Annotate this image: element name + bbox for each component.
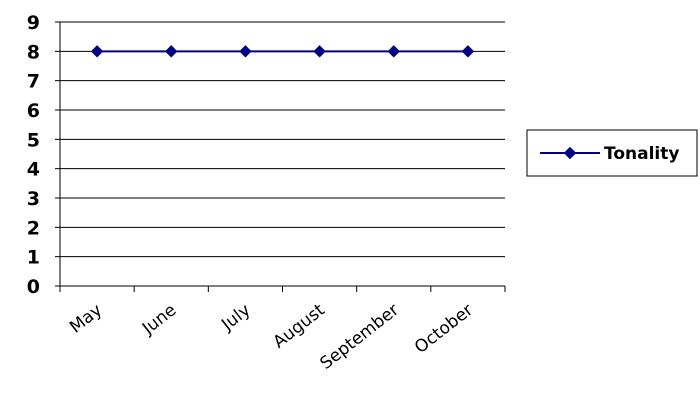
data-point <box>461 45 475 58</box>
x-tick-label: September <box>316 300 402 374</box>
gridlines <box>60 21 505 258</box>
y-tick-labels: 0 1 2 3 4 5 6 7 8 9 <box>27 12 40 298</box>
y-tick-label: 2 <box>27 217 40 239</box>
axes <box>55 21 506 292</box>
x-tick-label: July <box>217 300 254 335</box>
y-tick-label: 5 <box>27 129 40 151</box>
data-point <box>165 45 178 58</box>
y-tick-label: 8 <box>27 41 40 63</box>
y-tick-label: 9 <box>27 12 40 34</box>
y-tick-label: 6 <box>27 100 40 122</box>
y-tick-label: 3 <box>27 188 40 210</box>
y-tick-label: 7 <box>27 71 40 93</box>
legend: Tonality <box>526 129 698 177</box>
y-tick-label: 1 <box>27 247 40 269</box>
x-tick-label: June <box>138 300 180 339</box>
data-point <box>387 45 400 58</box>
data-point <box>239 45 252 58</box>
data-point <box>90 45 104 58</box>
legend-marker <box>563 146 577 160</box>
data-point <box>313 45 326 58</box>
x-tick-label: May <box>66 300 106 337</box>
series-layer <box>90 45 475 58</box>
x-tick-label: August <box>269 300 328 353</box>
y-tick-label: 0 <box>27 276 40 298</box>
legend-series-label: Tonality <box>604 144 679 164</box>
y-tick-label: 4 <box>27 159 40 181</box>
x-tick-label: October <box>411 300 477 358</box>
